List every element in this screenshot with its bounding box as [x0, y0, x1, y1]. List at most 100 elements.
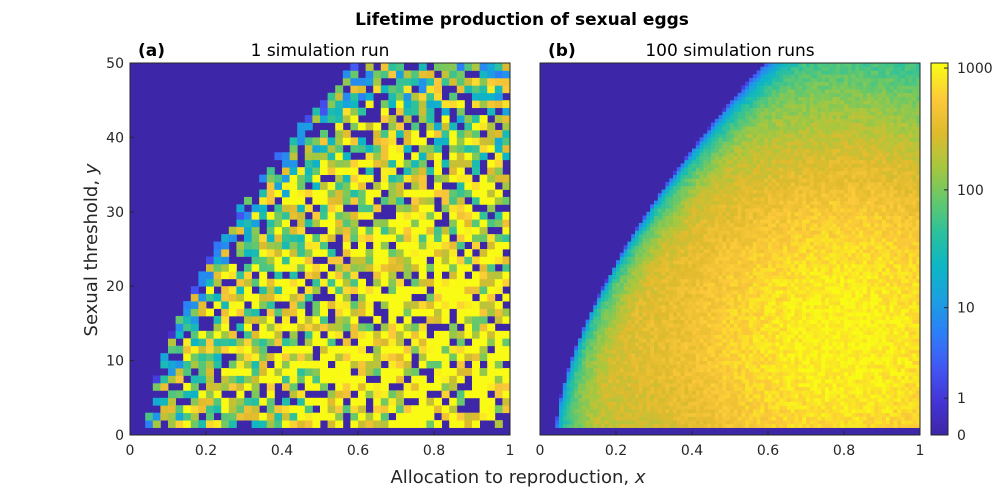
heatmap-cell	[426, 144, 435, 153]
heatmap-cell	[684, 401, 689, 406]
heatmap-cell	[608, 349, 613, 354]
heatmap-cell	[692, 196, 697, 202]
heatmap-cell	[695, 301, 700, 306]
heatmap-cell	[665, 334, 670, 339]
heatmap-cell	[228, 375, 237, 384]
heatmap-cell	[358, 137, 366, 146]
heatmap-cell	[745, 249, 750, 254]
heatmap-cell	[631, 286, 636, 291]
heatmap-cell	[403, 323, 412, 332]
heatmap-cell	[676, 167, 681, 172]
heatmap-cell	[358, 286, 366, 295]
heatmap-cell	[768, 420, 773, 425]
heatmap-cell	[657, 394, 662, 399]
heatmap-cell	[585, 401, 590, 406]
heatmap-cell	[358, 382, 366, 391]
heatmap-cell	[600, 338, 605, 343]
heatmap-cell	[726, 144, 731, 149]
heatmap-cell	[760, 144, 765, 149]
heatmap-cell	[434, 286, 442, 295]
heatmap-cell	[358, 345, 366, 354]
heatmap-cell	[730, 118, 735, 123]
heatmap-cell	[730, 308, 735, 313]
heatmap-cell	[714, 297, 719, 302]
heatmap-cell	[282, 375, 290, 384]
heatmap-cell	[251, 293, 260, 302]
heatmap-cell	[745, 301, 750, 306]
heatmap-cell	[297, 375, 306, 384]
heatmap-cell	[692, 382, 697, 388]
heatmap-cell	[764, 178, 769, 183]
heatmap-cell	[711, 141, 716, 146]
heatmap-cell	[676, 319, 681, 324]
heatmap-cell	[578, 364, 583, 369]
heatmap-cell	[616, 386, 621, 391]
heatmap-cell	[213, 315, 222, 324]
heatmap-cell	[741, 267, 746, 272]
heatmap-cell	[673, 256, 678, 261]
heatmap-cell	[676, 334, 681, 339]
heatmap-cell	[756, 301, 761, 306]
heatmap-cell	[722, 390, 727, 395]
heatmap-cell	[703, 178, 708, 183]
heatmap-cell	[737, 260, 742, 265]
heatmap-cell	[612, 327, 617, 332]
heatmap-cell	[434, 263, 442, 272]
heatmap-cell	[396, 368, 404, 376]
heatmap-cell	[673, 178, 678, 183]
heatmap-cell	[631, 360, 636, 365]
heatmap-cell	[684, 222, 689, 228]
heatmap-cell	[274, 174, 283, 183]
heatmap-cell	[699, 338, 704, 343]
heatmap-cell	[623, 301, 628, 306]
heatmap-cell	[638, 226, 643, 231]
heatmap-cell	[756, 137, 761, 142]
heatmap-cell	[449, 397, 458, 406]
heatmap-cell	[733, 278, 738, 283]
heatmap-cell	[741, 356, 746, 361]
heatmap-cell	[741, 159, 746, 164]
heatmap-cell	[650, 416, 655, 421]
heatmap-cell	[733, 394, 738, 399]
heatmap-cell	[657, 342, 662, 347]
heatmap-cell	[612, 342, 617, 347]
heatmap-cell	[373, 70, 382, 79]
heatmap-cell	[585, 364, 590, 369]
heatmap-cell	[756, 297, 761, 302]
heatmap-cell	[661, 308, 666, 313]
heatmap-cell	[684, 252, 689, 257]
heatmap-cell	[350, 263, 359, 272]
heatmap-cell	[722, 200, 727, 205]
heatmap-cell	[631, 249, 636, 254]
heatmap-cell	[259, 412, 268, 421]
heatmap-cell	[168, 330, 176, 339]
heatmap-cell	[718, 141, 723, 146]
heatmap-cell	[699, 423, 704, 428]
heatmap-cell	[502, 226, 511, 235]
heatmap-cell	[703, 156, 708, 161]
heatmap-cell	[418, 144, 427, 153]
heatmap-cell	[741, 129, 746, 135]
heatmap-cell	[680, 375, 685, 380]
heatmap-cell	[335, 382, 344, 391]
heatmap-cell	[282, 286, 290, 295]
heatmap-cell	[695, 178, 700, 183]
heatmap-cell	[631, 353, 636, 358]
heatmap-cell	[692, 156, 697, 161]
heatmap-cell	[396, 63, 404, 71]
heatmap-cell	[183, 360, 192, 369]
heatmap-cell	[764, 330, 769, 335]
heatmap-cell	[183, 353, 192, 361]
heatmap-cell	[703, 371, 708, 376]
heatmap-cell	[221, 234, 230, 242]
heatmap-cell	[764, 81, 769, 86]
heatmap-cell	[768, 423, 773, 428]
heatmap-cell	[669, 345, 674, 350]
heatmap-cell	[479, 368, 488, 376]
heatmap-cell	[289, 234, 298, 242]
heatmap-cell	[768, 334, 773, 339]
heatmap-cell	[646, 356, 651, 361]
heatmap-cell	[665, 189, 670, 194]
heatmap-cell	[604, 386, 609, 391]
heatmap-cell	[320, 100, 328, 109]
